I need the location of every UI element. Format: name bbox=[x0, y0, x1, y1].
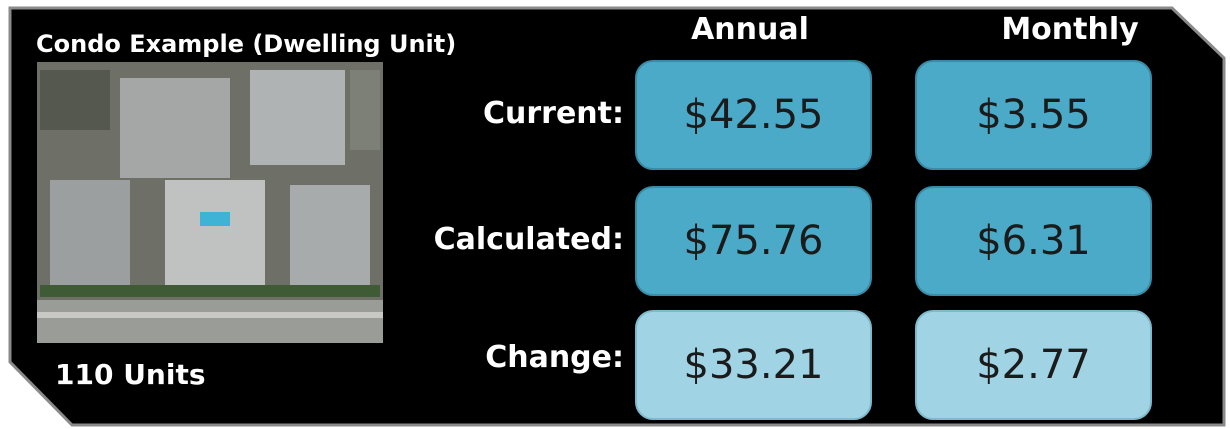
aerial-photo bbox=[37, 62, 383, 343]
row-label: Current: bbox=[482, 96, 624, 131]
value-cell: $2.77 bbox=[915, 310, 1152, 420]
column-header: Monthly bbox=[1001, 12, 1139, 47]
value-cell: $6.31 bbox=[915, 186, 1152, 296]
column-header: Annual bbox=[691, 12, 809, 47]
value-cell: $75.76 bbox=[635, 186, 872, 296]
row-label: Change: bbox=[485, 340, 624, 375]
caption: 110 Units bbox=[55, 358, 206, 391]
value-cell: $42.55 bbox=[635, 60, 872, 170]
title: Condo Example (Dwelling Unit) bbox=[36, 30, 457, 58]
row-label: Calculated: bbox=[433, 222, 624, 257]
value-cell: $3.55 bbox=[915, 60, 1152, 170]
value-cell: $33.21 bbox=[635, 310, 872, 420]
